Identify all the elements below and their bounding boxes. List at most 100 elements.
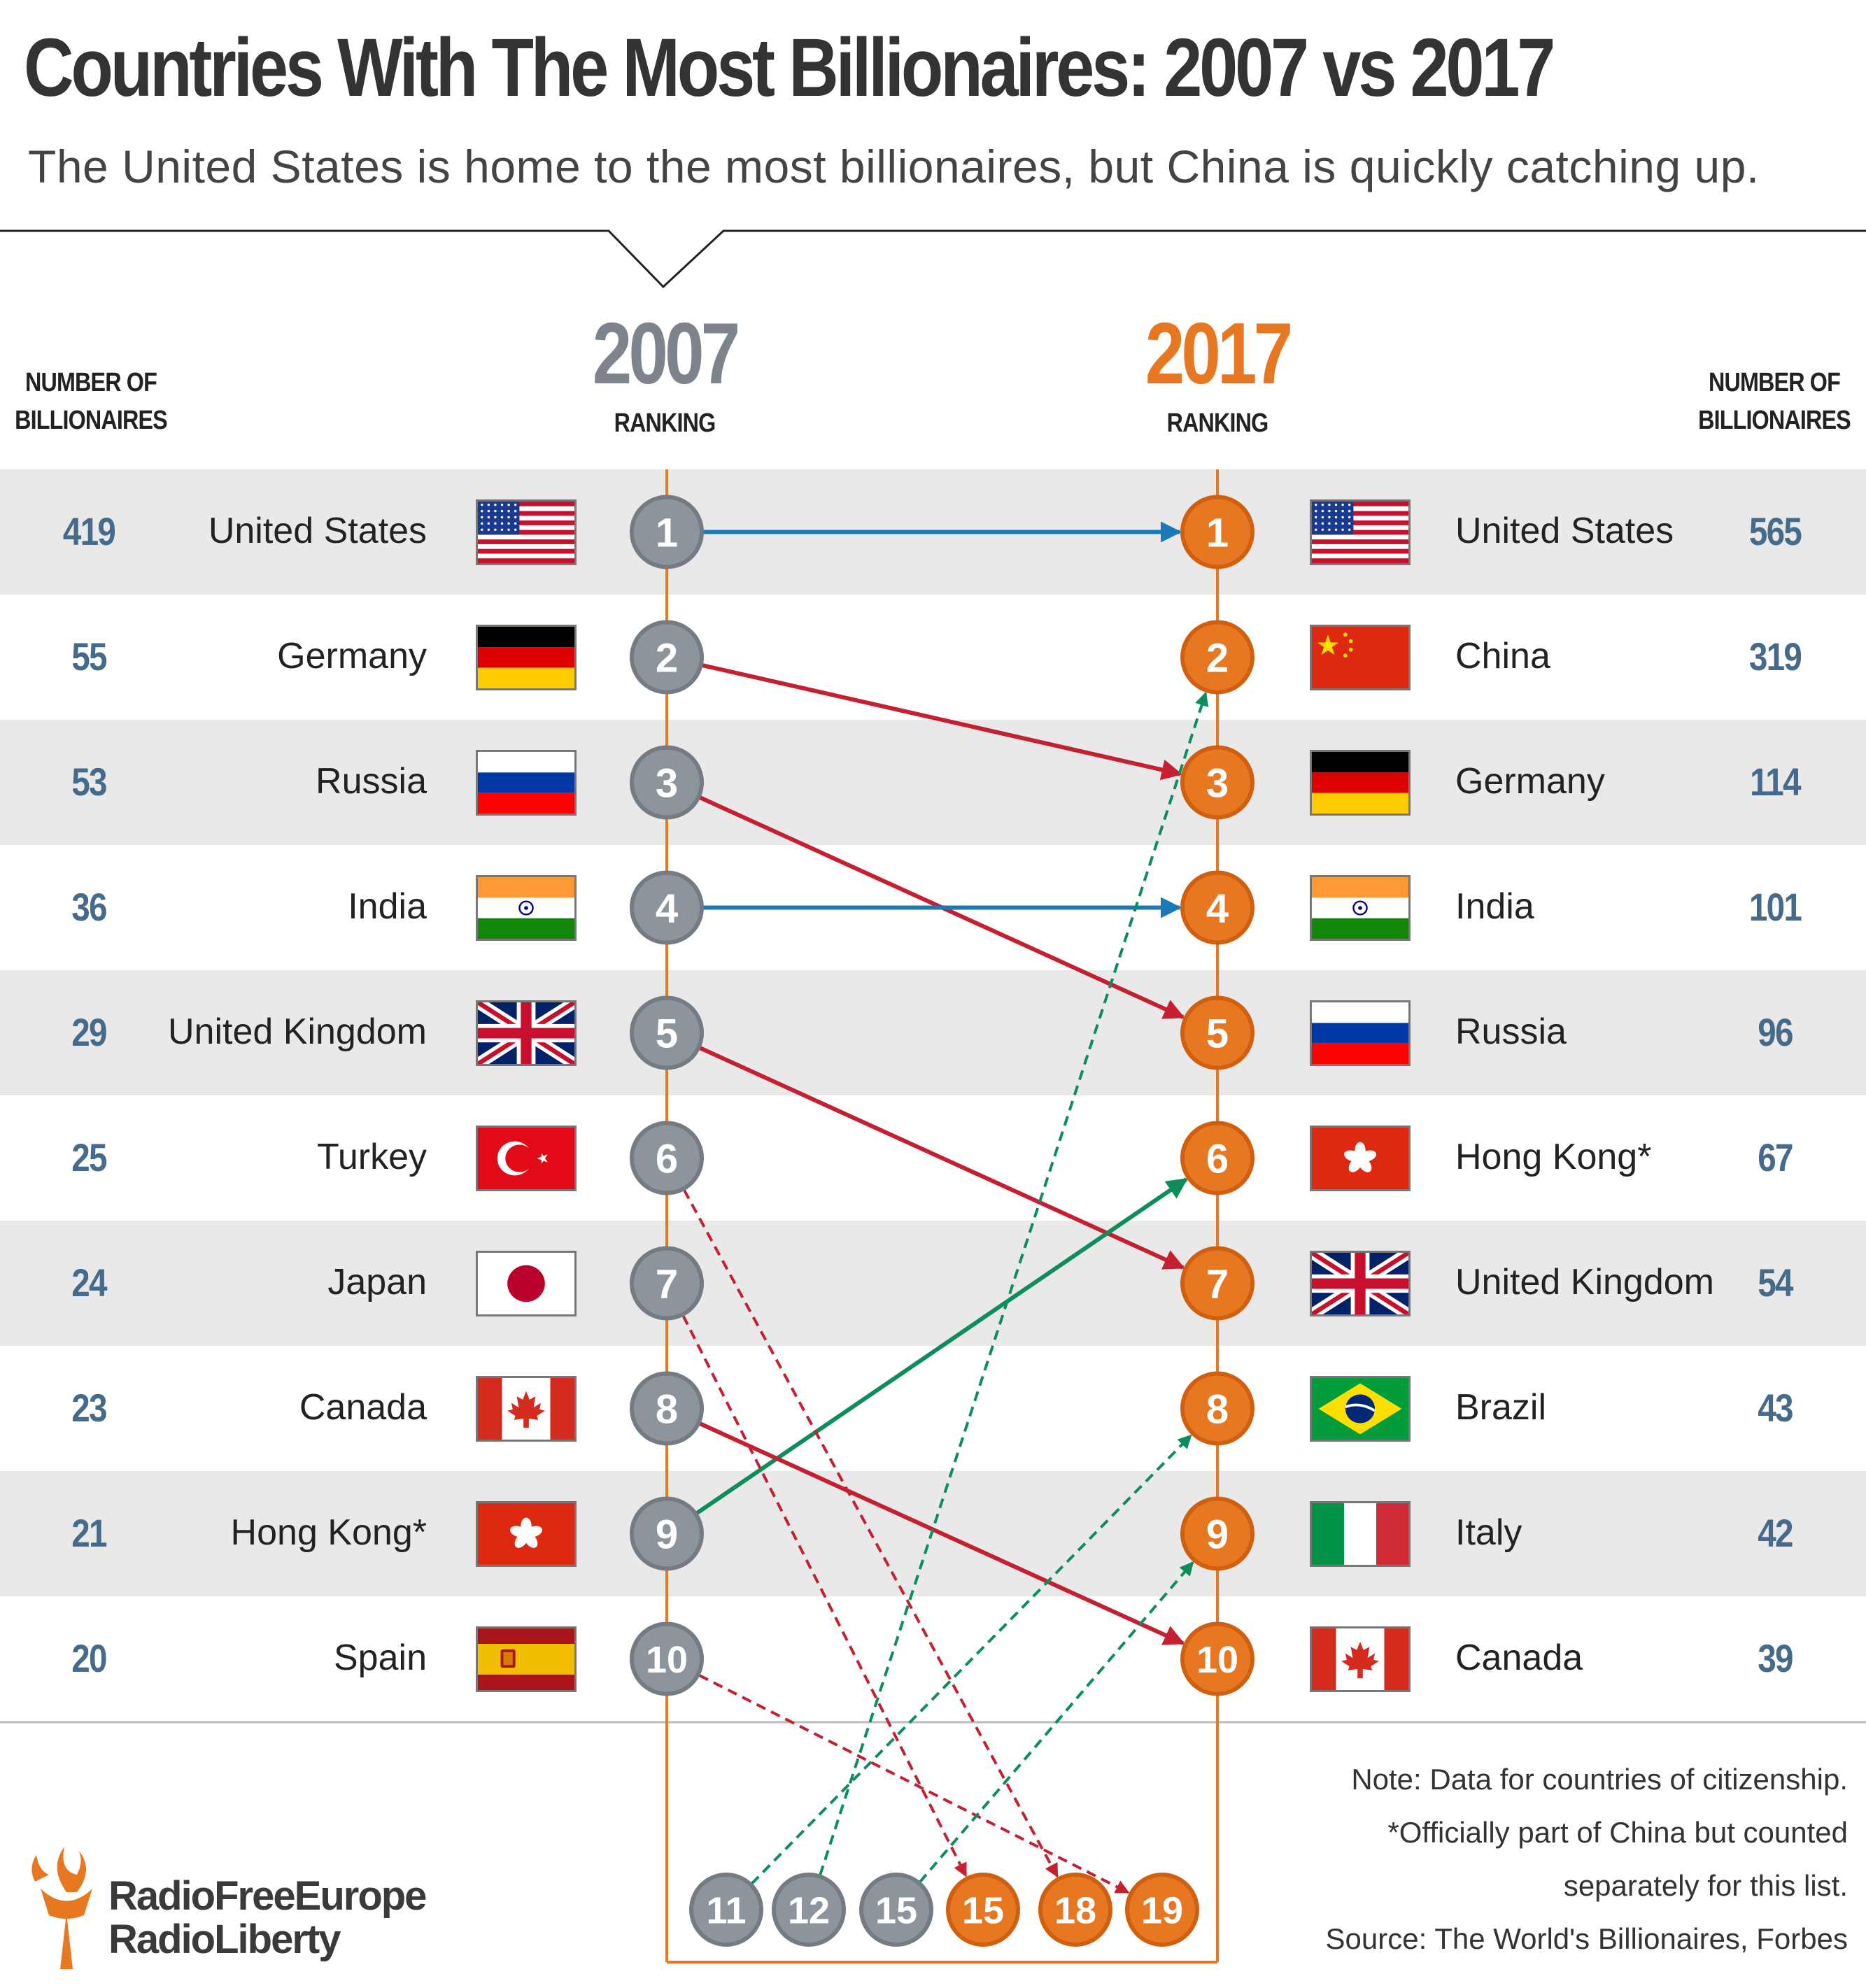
right-country-6: Hong Kong*	[1455, 1136, 1652, 1177]
left-count-8: 23	[71, 1385, 107, 1430]
right-country-8: Brazil	[1455, 1386, 1547, 1428]
right-count-6: 67	[1758, 1135, 1793, 1179]
rank-2007-circle-3-label: 3	[656, 760, 678, 806]
rank-2007-circle-1-label: 1	[656, 510, 678, 555]
canada-flag	[476, 1375, 577, 1442]
right-count-4: 101	[1748, 884, 1802, 929]
india-flag	[476, 874, 577, 941]
row-band-3	[0, 720, 1866, 845]
rank-2017-circle-7-label: 7	[1206, 1261, 1229, 1307]
rank-2007-circle-10-label: 10	[646, 1639, 688, 1681]
logo-line1: RadioFreeEurope	[108, 1873, 427, 1919]
left-country-7: Japan	[327, 1261, 427, 1302]
rank-2007-circle-1: 1	[630, 495, 704, 569]
bottom-circle-2017-15: 15	[946, 1873, 1020, 1947]
rank-2017-circle-6: 6	[1180, 1121, 1254, 1195]
bottom-circle-2007-11: 11	[689, 1873, 763, 1947]
hongkong-flag	[476, 1500, 577, 1567]
right-count-1: 565	[1748, 509, 1802, 553]
right-country-2: China	[1455, 635, 1550, 676]
rank-2017-circle-2: 2	[1180, 620, 1254, 695]
left-country-5: United Kingdom	[168, 1011, 427, 1052]
rank-2017-circle-6-label: 6	[1206, 1136, 1229, 1181]
left-country-8: Canada	[299, 1386, 427, 1428]
left-country-4: India	[348, 886, 427, 927]
right-count-7: 54	[1758, 1260, 1793, 1305]
rank-2007-circle-3: 3	[630, 745, 704, 820]
rank-2007-circle-8: 8	[630, 1371, 704, 1446]
rank-2017-circle-3-label: 3	[1206, 760, 1229, 806]
rank-2017-circle-8: 8	[1180, 1371, 1254, 1446]
row-band-7	[0, 1221, 1866, 1346]
bottom-circle-2017-18: 18	[1038, 1873, 1112, 1947]
rank-2017-circle-4-label: 4	[1206, 886, 1229, 931]
rank-2007-circle-5: 5	[630, 995, 704, 1070]
italy-flag	[1310, 1500, 1411, 1567]
rank-2007-circle-9-label: 9	[656, 1512, 678, 1557]
left-count-2: 55	[71, 634, 107, 679]
germany-flag	[476, 624, 577, 690]
hongkong-flag	[1310, 1125, 1411, 1191]
right-count-header: NUMBER OF BILLIONAIRES	[1697, 364, 1852, 439]
rank-2017-circle-10: 10	[1180, 1621, 1254, 1696]
left-country-9: Hong Kong*	[230, 1512, 427, 1553]
left-count-4: 36	[71, 884, 107, 929]
page-title: Countries With The Most Billionaires: 20…	[24, 22, 1555, 114]
right-country-7: United Kingdom	[1455, 1261, 1714, 1302]
india-flag	[1310, 874, 1411, 941]
left-count-9: 21	[71, 1510, 107, 1555]
rank-link-5-to-7	[699, 1046, 1185, 1270]
left-country-2: Germany	[277, 635, 427, 676]
left-count-1: 419	[62, 509, 116, 553]
rank-2017-circle-5-label: 5	[1206, 1011, 1229, 1056]
left-country-1: United States	[208, 510, 427, 551]
bottom-circle-2007-15-label: 15	[875, 1889, 917, 1931]
right-count-header-line1: NUMBER OF	[1709, 368, 1841, 397]
rank-2007-circle-10: 10	[630, 1621, 704, 1696]
right-count-2: 319	[1748, 634, 1802, 679]
bottom-circle-2007-12-label: 12	[788, 1889, 830, 1931]
rank-2007-circle-6-label: 6	[656, 1136, 678, 1181]
rank-2017-circle-2-label: 2	[1206, 635, 1229, 681]
bottom-circle-2007-11-label: 11	[706, 1889, 746, 1931]
rank-2017-circle-1-label: 1	[1206, 510, 1229, 555]
right-count-5: 96	[1758, 1009, 1793, 1054]
rank-2007-circle-9: 9	[630, 1496, 704, 1571]
rank-2007-circle-6: 6	[630, 1121, 704, 1195]
left-count-6: 25	[71, 1135, 107, 1179]
rank-2007-circle-4-label: 4	[656, 886, 678, 931]
rank-link-6-to-b18	[683, 1189, 1059, 1878]
left-count-10: 20	[71, 1635, 107, 1680]
japan-flag	[476, 1250, 577, 1316]
rank-2007-circle-8-label: 8	[656, 1386, 678, 1432]
note-citizenship: Note: Data for countries of citizenship.	[1351, 1763, 1848, 1796]
rank-2017-circle-7: 7	[1180, 1246, 1254, 1321]
spain-flag	[476, 1626, 577, 1692]
rank-2017-circle-4: 4	[1180, 870, 1254, 945]
rank-link-10-to-b19	[698, 1674, 1130, 1894]
canada-flag	[1310, 1626, 1411, 1692]
bottom-circle-2017-15-label: 15	[962, 1889, 1004, 1931]
rank-2017-circle-9: 9	[1180, 1496, 1254, 1571]
right-country-10: Canada	[1455, 1637, 1583, 1678]
note-hongkong-1: *Officially part of China but counted	[1387, 1816, 1848, 1849]
right-country-4: India	[1455, 886, 1534, 927]
bottom-circle-2007-12: 12	[772, 1873, 846, 1947]
rank-link-b15l-to-9	[919, 1561, 1194, 1883]
left-count-header-line2: BILLIONAIRES	[15, 406, 168, 435]
bottom-circle-2017-19-label: 19	[1141, 1889, 1183, 1931]
rank-2007-circle-7-label: 7	[656, 1261, 678, 1307]
ranking-label-2007: RANKING	[614, 409, 716, 438]
rank-link-2-to-3	[702, 663, 1183, 781]
year-2017: 2017	[1145, 306, 1293, 402]
rank-2017-circle-5: 5	[1180, 995, 1254, 1070]
right-count-9: 42	[1758, 1510, 1793, 1555]
left-count-3: 53	[71, 759, 107, 804]
left-count-header: NUMBER OF BILLIONAIRES	[14, 364, 169, 439]
ranking-label-2017: RANKING	[1166, 409, 1269, 438]
right-count-10: 39	[1758, 1635, 1793, 1680]
rank-link-8-to-10	[699, 1421, 1185, 1645]
left-country-3: Russia	[316, 760, 427, 802]
rferl-logo: RadioFreeEurope RadioLiberty	[108, 1873, 427, 1961]
